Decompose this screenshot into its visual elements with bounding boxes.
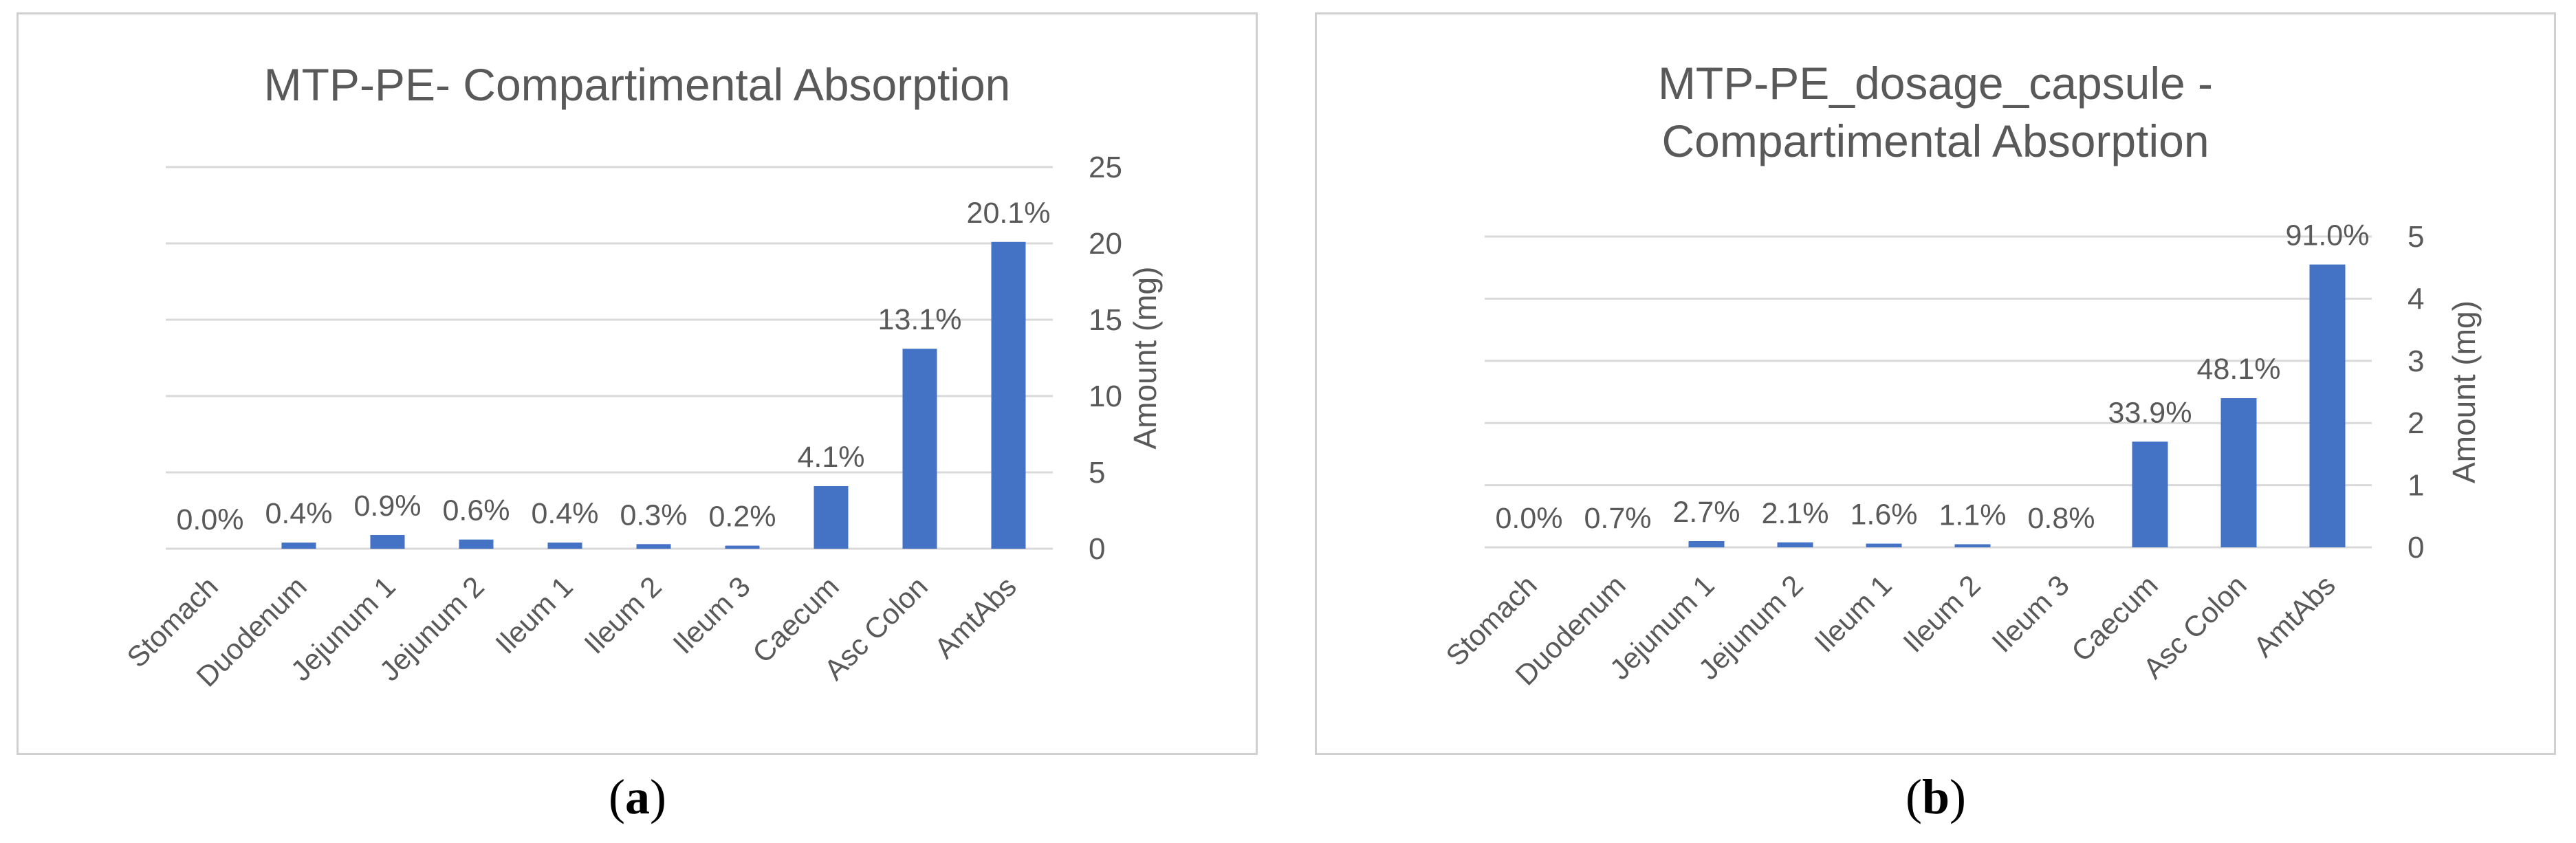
chart-title-line-1: MTP-PE_dosage_capsule - bbox=[1657, 58, 2214, 109]
data-label: 1.6% bbox=[1850, 499, 1917, 532]
category-label: AmtAbs bbox=[2247, 569, 2342, 663]
y-tick-label: 3 bbox=[2408, 344, 2424, 378]
category-label: Ileum 3 bbox=[1985, 569, 2075, 659]
data-label: 0.7% bbox=[1584, 502, 1651, 535]
data-label: 33.9% bbox=[2108, 396, 2192, 429]
bar bbox=[2132, 441, 2168, 547]
caption-a: (a) bbox=[609, 769, 666, 824]
bar bbox=[1954, 544, 1991, 547]
y-tick-label: 15 bbox=[1089, 303, 1122, 337]
bar bbox=[1777, 542, 1813, 547]
data-label: 1.1% bbox=[1939, 499, 2006, 532]
bar bbox=[459, 539, 494, 549]
bar bbox=[370, 535, 405, 549]
bar bbox=[902, 349, 937, 549]
y-tick-label: 5 bbox=[1089, 456, 1105, 490]
data-label: 0.6% bbox=[442, 494, 510, 527]
category-label: Ileum 1 bbox=[1808, 569, 1898, 659]
chart-title-line-2: Compartimental Absorption bbox=[1661, 116, 2209, 166]
data-label: 48.1% bbox=[2197, 353, 2281, 386]
y-tick-label: 0 bbox=[1089, 532, 1105, 566]
bar bbox=[725, 545, 760, 549]
category-label: Ileum 2 bbox=[1897, 569, 1987, 659]
y-tick-label: 10 bbox=[1089, 380, 1122, 413]
data-label: 0.0% bbox=[1495, 502, 1562, 535]
bar bbox=[991, 241, 1026, 549]
category-label: Ileum 1 bbox=[489, 570, 579, 660]
data-label: 0.0% bbox=[176, 503, 243, 536]
data-label: 91.0% bbox=[2286, 219, 2370, 252]
data-label: 0.2% bbox=[708, 501, 776, 534]
chart-panel-b: MTP-PE_dosage_capsule - Compartimental A… bbox=[1315, 12, 2556, 755]
bar bbox=[636, 544, 671, 549]
data-label: 0.3% bbox=[620, 499, 687, 532]
bar-chart-a: 05101520250.0%Stomach0.4%Duodenum0.9%Jej… bbox=[120, 151, 1163, 693]
bar bbox=[814, 485, 849, 549]
y-tick-label: 4 bbox=[2408, 282, 2424, 316]
caption-b: (b) bbox=[1905, 769, 1966, 824]
y-tick-label: 5 bbox=[2408, 220, 2424, 254]
category-label: AmtAbs bbox=[928, 570, 1023, 664]
y-tick-label: 25 bbox=[1089, 151, 1122, 184]
caption-letter: a bbox=[625, 769, 650, 824]
y-axis-title: Amount (mg) bbox=[2446, 300, 2482, 483]
y-tick-label: 1 bbox=[2408, 469, 2424, 503]
bar bbox=[547, 543, 582, 549]
bar bbox=[281, 543, 316, 549]
bar bbox=[2309, 264, 2346, 547]
data-label: 20.1% bbox=[967, 197, 1051, 230]
category-label: Ileum 2 bbox=[578, 570, 668, 660]
bar bbox=[1688, 540, 1725, 547]
data-label: 0.8% bbox=[2027, 502, 2095, 535]
chart-panel-a: MTP-PE- Compartimental Absorption 0 5 10 15… bbox=[17, 12, 1258, 755]
data-label: 4.1% bbox=[797, 441, 864, 474]
data-label: 0.4% bbox=[265, 497, 332, 530]
bar-chart-b: 0123450.0%Stomach0.7%Duodenum2.7%Jejunum… bbox=[1439, 219, 2482, 692]
y-axis-title: Amount (mg) bbox=[1127, 267, 1163, 450]
bar bbox=[2220, 398, 2257, 547]
data-label: 0.9% bbox=[353, 490, 421, 523]
y-tick-label: 0 bbox=[2408, 531, 2424, 565]
data-label: 2.1% bbox=[1761, 497, 1829, 530]
category-label: Ileum 3 bbox=[666, 570, 756, 660]
bar bbox=[1866, 543, 1902, 547]
chart-title: MTP-PE- Compartimental Absorption bbox=[263, 59, 1011, 110]
data-label: 13.1% bbox=[878, 303, 962, 336]
data-label: 0.4% bbox=[531, 497, 598, 530]
caption-letter: b bbox=[1921, 769, 1950, 824]
y-tick-label: 20 bbox=[1089, 227, 1122, 261]
y-tick-label: 2 bbox=[2408, 406, 2424, 440]
data-label: 2.7% bbox=[1672, 496, 1740, 529]
